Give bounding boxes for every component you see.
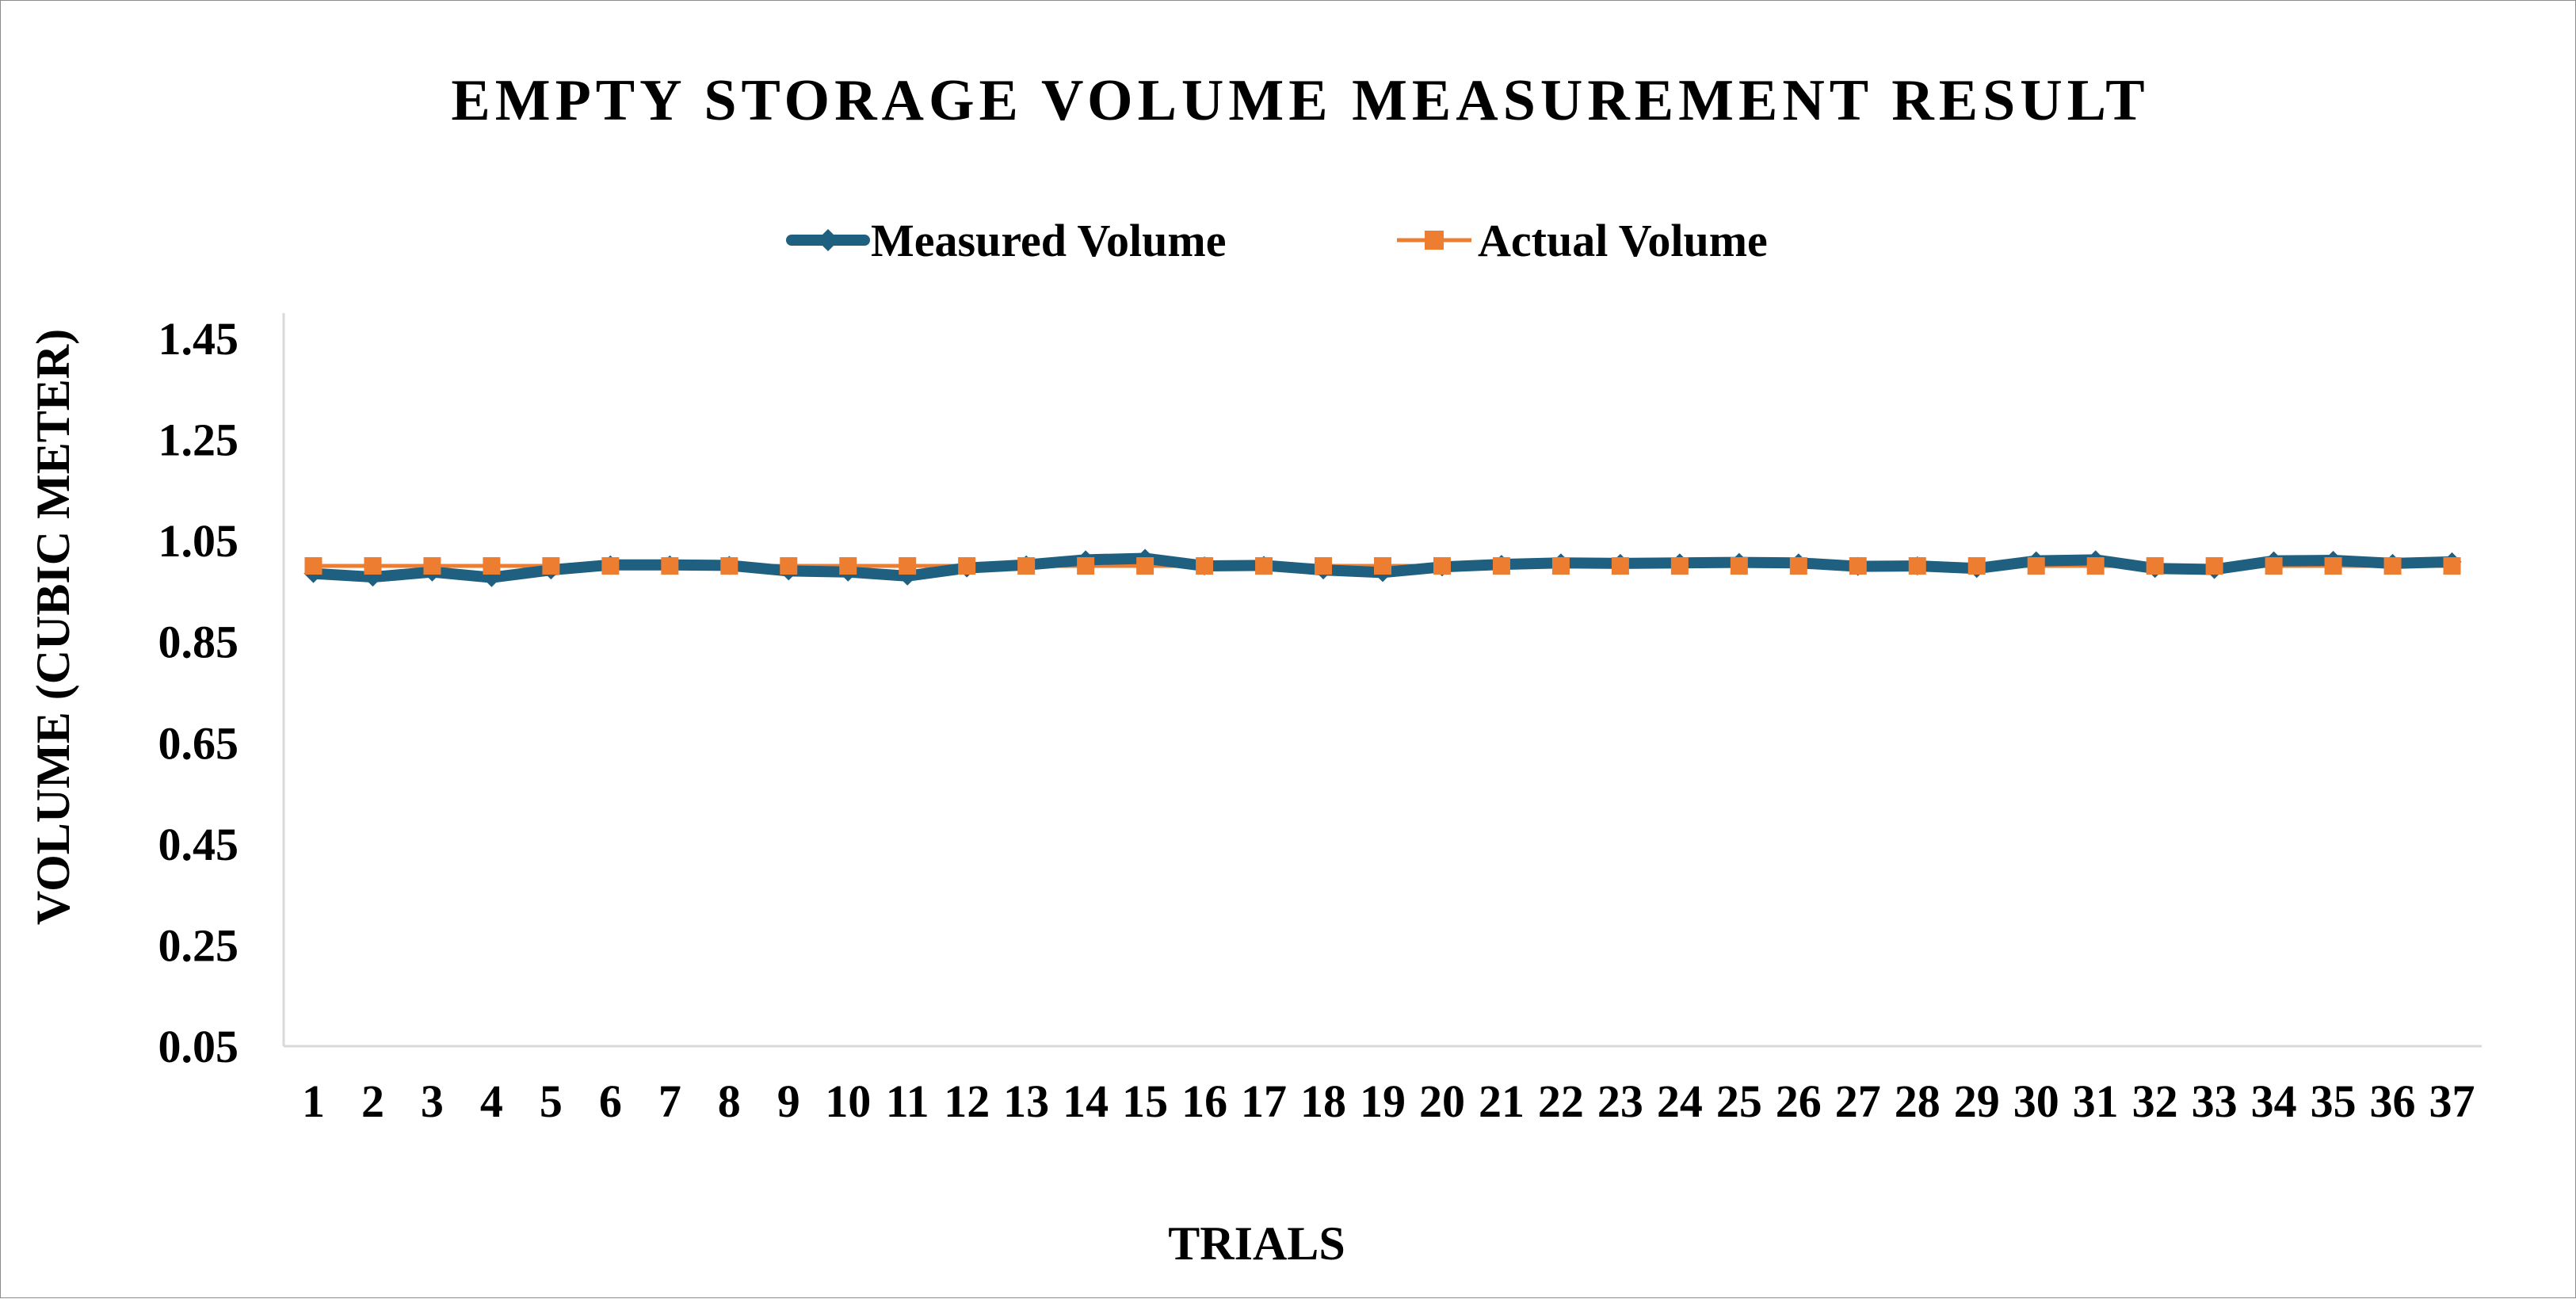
x-tick-label: 32 (2132, 1075, 2178, 1127)
data-point-actual-volume[interactable] (958, 557, 976, 575)
data-point-actual-volume[interactable] (1611, 557, 1629, 575)
data-point-actual-volume[interactable] (1136, 557, 1154, 575)
x-tick-label: 26 (1776, 1075, 1822, 1127)
data-point-actual-volume[interactable] (1433, 557, 1451, 575)
data-point-actual-volume[interactable] (2086, 557, 2105, 575)
x-tick-label: 2 (361, 1075, 384, 1127)
data-point-actual-volume[interactable] (364, 557, 382, 575)
series-layer (303, 548, 2462, 587)
x-tick-label: 6 (599, 1075, 622, 1127)
chart-title: EMPTY STORAGE VOLUME MEASUREMENT RESULT (451, 68, 2149, 133)
x-tick-label: 30 (2013, 1075, 2059, 1127)
x-tick-label: 15 (1122, 1075, 1168, 1127)
data-point-actual-volume[interactable] (780, 557, 798, 575)
x-tick-label: 5 (540, 1075, 563, 1127)
x-tick-label: 37 (2429, 1075, 2475, 1127)
x-tick-label: 23 (1597, 1075, 1643, 1127)
x-tick-label: 33 (2192, 1075, 2238, 1127)
data-point-actual-volume[interactable] (601, 557, 620, 575)
x-tick-label: 25 (1716, 1075, 1762, 1127)
data-point-actual-volume[interactable] (542, 557, 560, 575)
data-point-actual-volume[interactable] (2146, 557, 2164, 575)
data-point-actual-volume[interactable] (2027, 557, 2045, 575)
data-point-actual-volume[interactable] (1315, 557, 1333, 575)
data-point-actual-volume[interactable] (1551, 557, 1570, 575)
legend-label-measured: Measured Volume (871, 215, 1226, 266)
data-point-actual-volume[interactable] (1492, 557, 1510, 575)
x-tick-label: 1 (302, 1075, 325, 1127)
x-tick-label: 9 (777, 1075, 800, 1127)
data-point-actual-volume[interactable] (1908, 557, 1926, 575)
data-point-actual-volume[interactable] (2265, 557, 2283, 575)
x-tick-label: 14 (1063, 1075, 1109, 1127)
data-point-actual-volume[interactable] (839, 557, 857, 575)
data-point-actual-volume[interactable] (423, 557, 441, 575)
x-tick-label: 35 (2311, 1075, 2357, 1127)
data-point-actual-volume[interactable] (1255, 557, 1273, 575)
data-point-actual-volume[interactable] (1967, 557, 1986, 575)
x-tick-label: 12 (944, 1075, 990, 1127)
legend-marker-measured (817, 229, 839, 251)
x-tick-label: 22 (1538, 1075, 1584, 1127)
y-tick-label: 0.85 (158, 617, 239, 668)
legend-item-actual[interactable]: Actual Volume (1397, 215, 1768, 266)
data-point-actual-volume[interactable] (1077, 557, 1095, 575)
x-axis-ticks: 1 2 3 4 5 6 7 8 9 10 11 12 13 14 15 16 17 18 19 20 21 22 23 24 2… (302, 1075, 2475, 1127)
legend: Measured Volume Actual Volume (786, 215, 1768, 266)
x-tick-label: 7 (658, 1075, 681, 1127)
data-point-actual-volume[interactable] (661, 557, 679, 575)
x-axis-title: TRIALS (1168, 1217, 1345, 1270)
x-tick-label: 28 (1895, 1075, 1941, 1127)
x-tick-label: 4 (480, 1075, 503, 1127)
x-tick-label: 21 (1479, 1075, 1525, 1127)
x-tick-label: 11 (886, 1075, 929, 1127)
x-tick-label: 27 (1835, 1075, 1881, 1127)
data-point-actual-volume[interactable] (2383, 557, 2402, 575)
y-tick-label: 0.45 (158, 819, 239, 870)
x-tick-label: 24 (1657, 1075, 1703, 1127)
y-tick-label: 1.25 (158, 415, 239, 466)
legend-label-actual: Actual Volume (1478, 215, 1768, 266)
data-point-actual-volume[interactable] (2205, 557, 2223, 575)
x-tick-label: 31 (2073, 1075, 2119, 1127)
x-tick-label: 18 (1300, 1075, 1346, 1127)
x-tick-label: 10 (825, 1075, 871, 1127)
y-tick-label: 0.05 (158, 1021, 239, 1072)
data-point-actual-volume[interactable] (483, 557, 501, 575)
data-point-actual-volume[interactable] (1670, 557, 1689, 575)
data-point-actual-volume[interactable] (2324, 557, 2342, 575)
y-axis-ticks: 0.05 0.25 0.45 0.65 0.85 1.05 1.25 1.45 (158, 313, 239, 1072)
data-point-actual-volume[interactable] (1374, 557, 1391, 575)
y-tick-label: 1.45 (158, 313, 239, 365)
data-point-actual-volume[interactable] (1730, 557, 1748, 575)
x-tick-label: 13 (1003, 1075, 1049, 1127)
x-tick-label: 3 (421, 1075, 444, 1127)
x-tick-label: 17 (1241, 1075, 1287, 1127)
data-point-actual-volume[interactable] (2443, 557, 2461, 575)
data-point-actual-volume[interactable] (720, 557, 738, 575)
legend-marker-actual (1425, 231, 1444, 250)
x-tick-label: 16 (1181, 1075, 1227, 1127)
x-tick-label: 19 (1360, 1075, 1406, 1127)
y-tick-label: 0.65 (158, 717, 239, 769)
y-tick-label: 1.05 (158, 515, 239, 567)
legend-item-measured[interactable]: Measured Volume (786, 215, 1226, 266)
x-tick-label: 29 (1954, 1075, 2000, 1127)
x-tick-label: 8 (718, 1075, 741, 1127)
data-point-actual-volume[interactable] (1789, 557, 1807, 575)
y-tick-label: 0.25 (158, 919, 239, 971)
x-tick-label: 34 (2251, 1075, 2297, 1127)
data-point-actual-volume[interactable] (1849, 557, 1867, 575)
y-axis-title: VOLUME (CUBIC METER) (27, 329, 79, 925)
data-point-actual-volume[interactable] (1017, 557, 1036, 575)
data-point-actual-volume[interactable] (899, 557, 917, 575)
data-point-actual-volume[interactable] (1196, 557, 1214, 575)
x-tick-label: 36 (2370, 1075, 2416, 1127)
data-point-actual-volume[interactable] (304, 557, 322, 575)
x-tick-label: 20 (1419, 1075, 1465, 1127)
